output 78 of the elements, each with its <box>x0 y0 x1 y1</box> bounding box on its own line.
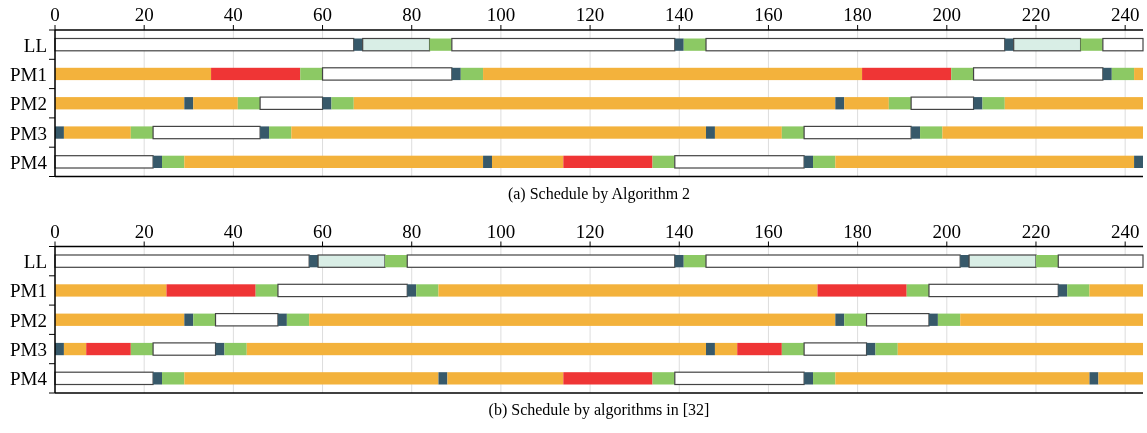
x-tick-label: 180 <box>843 220 872 242</box>
bar <box>813 155 836 168</box>
x-tick-label: 140 <box>665 220 694 242</box>
bar <box>1013 37 1082 52</box>
bar <box>1102 37 1144 52</box>
x-tick-label: 120 <box>575 4 605 25</box>
x-tick-label: 0 <box>50 220 60 242</box>
x-tick-label: 100 <box>486 4 516 25</box>
bar <box>865 313 930 327</box>
bar <box>968 254 1037 268</box>
bar <box>162 155 185 168</box>
bar <box>937 313 961 326</box>
bar <box>910 96 975 110</box>
bar <box>353 38 363 51</box>
bar <box>1080 38 1103 51</box>
x-tick-label: 40 <box>223 220 243 242</box>
bar <box>193 313 216 326</box>
y-tick-label: LL <box>23 251 47 273</box>
x-tick-label: 140 <box>665 4 694 25</box>
x-tick-label: 220 <box>1021 4 1051 25</box>
x-tick-label: 240 <box>1110 4 1140 25</box>
y-tick-label: PM1 <box>10 280 47 302</box>
x-tick-label: 60 <box>313 220 333 242</box>
x-tick-label: 160 <box>754 4 783 25</box>
bar <box>162 372 185 385</box>
x-tick-label: 240 <box>1110 220 1140 242</box>
bar <box>1004 38 1014 51</box>
bar <box>277 313 287 326</box>
bar <box>888 97 912 110</box>
x-tick-label: 200 <box>932 220 962 242</box>
text: (b) Schedule by algorithms in [32] <box>488 401 710 419</box>
bar <box>130 126 154 139</box>
y-tick-label: PM2 <box>10 309 47 331</box>
bar <box>960 313 1143 326</box>
x-tick-label: 220 <box>1021 220 1051 242</box>
x-tick-label: 20 <box>134 220 154 242</box>
y-tick-label: PM4 <box>10 151 48 173</box>
bar <box>781 342 805 356</box>
x-tick-label: 100 <box>486 220 516 242</box>
bar <box>255 284 278 297</box>
bar <box>438 372 448 385</box>
bar <box>153 372 163 385</box>
bar <box>260 126 270 139</box>
bar <box>875 342 898 356</box>
bar <box>451 67 461 81</box>
bar <box>184 313 194 326</box>
x-tick-label: 60 <box>313 4 333 25</box>
y-tick-label: PM3 <box>10 122 47 144</box>
bar <box>862 67 952 81</box>
y-tick-label: PM4 <box>10 368 48 390</box>
text: (a) Schedule by Algorithm 2 <box>507 184 691 203</box>
bar <box>153 155 163 168</box>
bar <box>317 254 386 268</box>
bar <box>1134 155 1143 168</box>
y-tick-label: PM1 <box>10 63 47 85</box>
bar <box>184 97 194 110</box>
x-tick-label: 40 <box>223 4 243 25</box>
y-tick-label: PM2 <box>10 93 47 115</box>
x-tick-label: 120 <box>575 220 605 242</box>
bar <box>1089 284 1143 297</box>
x-tick-label: 80 <box>402 4 422 25</box>
x-tick-label: 200 <box>932 4 962 25</box>
y-tick-label: PM3 <box>10 339 47 361</box>
bar <box>835 97 845 110</box>
bar <box>1004 97 1143 110</box>
x-tick-label: 0 <box>50 4 60 25</box>
bar <box>300 67 323 81</box>
bar <box>817 284 907 297</box>
bar <box>897 342 1143 356</box>
bar <box>483 155 492 168</box>
bar <box>407 284 417 297</box>
x-tick-label: 80 <box>402 220 422 242</box>
y-tick-label: LL <box>23 34 47 56</box>
x-tick-label: 160 <box>754 220 783 242</box>
bar <box>928 283 1059 298</box>
x-tick-label: 180 <box>843 4 872 25</box>
x-tick-label: 20 <box>134 4 154 25</box>
bar <box>1067 284 1090 297</box>
